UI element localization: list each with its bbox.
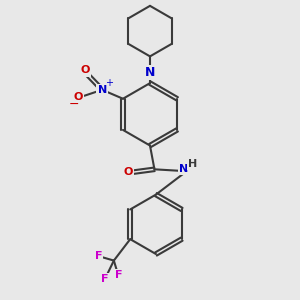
Text: O: O <box>80 65 90 76</box>
Text: N: N <box>98 85 107 95</box>
Text: F: F <box>101 274 109 284</box>
Text: N: N <box>145 66 155 79</box>
Text: F: F <box>95 251 102 261</box>
Text: −: − <box>69 98 79 111</box>
Text: O: O <box>123 167 132 177</box>
Text: N: N <box>179 164 188 174</box>
Text: H: H <box>188 159 197 169</box>
Text: +: + <box>105 78 113 88</box>
Text: O: O <box>73 92 83 102</box>
Text: F: F <box>115 270 122 280</box>
